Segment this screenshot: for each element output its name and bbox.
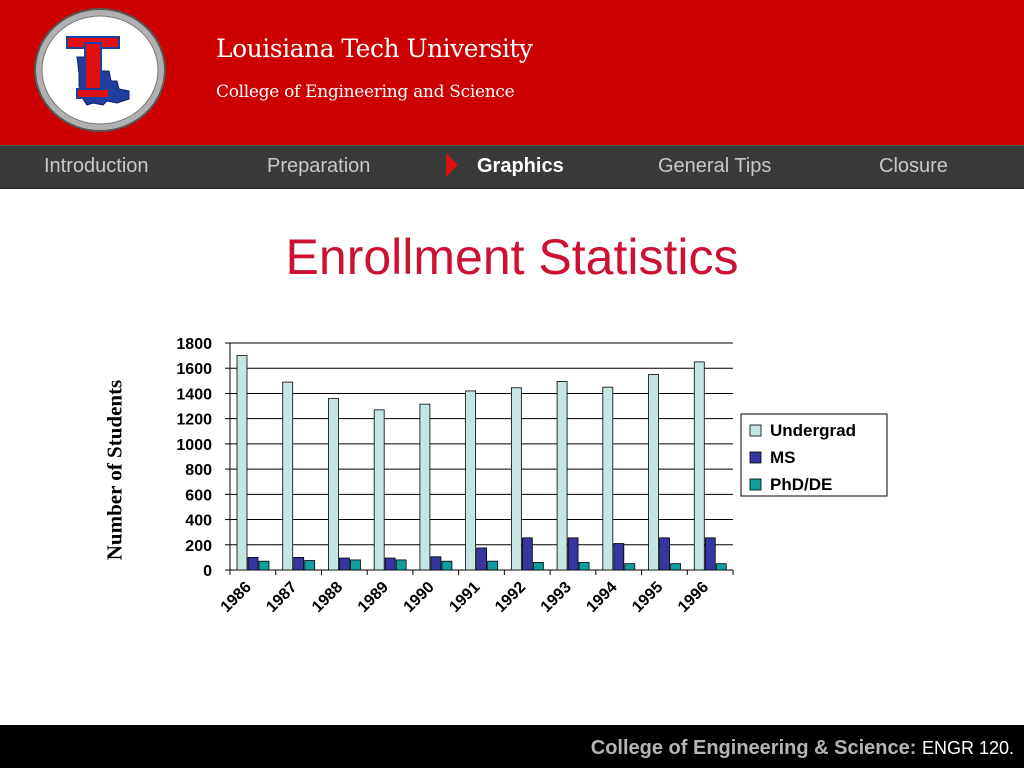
legend-label-undergrad: Undergrad [770, 421, 856, 440]
bar-phdde-1986 [258, 560, 270, 571]
bar-phdde-1993 [578, 562, 590, 571]
bar-phdde-1988 [350, 559, 361, 571]
bar-ms-1992 [521, 537, 533, 571]
bar-undergrad-1990 [419, 403, 431, 571]
nav-graphics[interactable]: Graphics [477, 155, 564, 177]
bar-ms-1990 [430, 556, 442, 571]
header-banner: Louisiana Tech University College of Eng… [0, 0, 1024, 146]
y-tick-label: 1400 [176, 386, 212, 403]
bar-undergrad-1988 [328, 398, 339, 571]
x-tick-label: 1990 [401, 579, 438, 616]
y-tick-label: 1000 [176, 437, 212, 454]
bar-ms-1996 [704, 537, 716, 571]
y-tick-label: 1200 [176, 412, 212, 429]
bar-phdde-1995 [670, 563, 681, 571]
x-tick-label: 1986 [218, 579, 255, 616]
legend-label-ms: MS [770, 448, 796, 467]
legend-label-phdde: PhD/DE [770, 475, 832, 494]
footer-course: ENGR 120. [921, 738, 1014, 758]
nav-closure[interactable]: Closure [879, 155, 948, 177]
bar-ms-1986 [247, 556, 259, 571]
bar-undergrad-1996 [693, 361, 705, 571]
bar-ms-1989 [384, 557, 396, 571]
legend-swatch-ms [749, 451, 762, 464]
y-tick-label: 1600 [176, 361, 212, 378]
bar-undergrad-1991 [465, 390, 477, 571]
legend-box [740, 413, 888, 497]
y-tick-label: 600 [185, 487, 212, 504]
nav-preparation[interactable]: Preparation [267, 155, 371, 177]
footer-label: College of Engineering & Science: [590, 737, 917, 759]
nav-introduction[interactable]: Introduction [44, 155, 149, 177]
bar-ms-1993 [567, 537, 579, 571]
bar-phdde-1987 [304, 560, 316, 571]
y-tick-label: 400 [185, 513, 212, 530]
bar-phdde-1996 [715, 563, 727, 571]
x-tick-label: 1988 [309, 579, 346, 616]
bar-undergrad-1987 [282, 381, 294, 571]
y-tick-label: 800 [185, 462, 212, 479]
active-arrow-icon [446, 153, 458, 177]
bar-undergrad-1994 [602, 386, 614, 571]
bar-ms-1994 [613, 543, 625, 571]
louisiana-tech-logo [34, 8, 166, 132]
bar-ms-1988 [339, 557, 350, 571]
bar-undergrad-1992 [510, 387, 522, 571]
bar-undergrad-1986 [236, 355, 248, 571]
bar-phdde-1991 [487, 560, 499, 571]
bar-phdde-1989 [395, 559, 407, 571]
x-tick-label: 1995 [629, 579, 666, 616]
bar-phdde-1990 [441, 560, 453, 571]
bar-ms-1987 [293, 556, 305, 571]
footer-text: College of Engineering & Science: ENGR 1… [591, 737, 1014, 760]
x-tick-label: 1992 [492, 579, 529, 616]
y-tick-label: 0 [203, 563, 212, 580]
legend-swatch-undergrad [749, 424, 762, 437]
nav-general-tips[interactable]: General Tips [658, 155, 772, 177]
bar-undergrad-1995 [648, 374, 659, 571]
x-tick-label: 1996 [675, 579, 712, 616]
college-name: College of Engineering and Science [216, 82, 515, 102]
navigation-bar: Introduction Preparation Graphics Genera… [0, 145, 1024, 189]
x-tick-label: 1991 [446, 579, 483, 616]
bar-ms-1991 [476, 547, 488, 571]
x-tick-label: 1994 [583, 579, 620, 616]
y-tick-label: 200 [185, 538, 212, 555]
slide-title: Enrollment Statistics [285, 229, 739, 285]
footer-bar: College of Engineering & Science: ENGR 1… [0, 725, 1024, 768]
bar-phdde-1992 [532, 562, 544, 571]
x-tick-label: 1993 [538, 579, 575, 616]
bar-ms-1995 [659, 537, 670, 571]
bar-phdde-1994 [624, 563, 636, 571]
bar-undergrad-1989 [373, 409, 385, 571]
y-tick-label: 1800 [176, 336, 212, 353]
university-name: Louisiana Tech University [216, 34, 533, 63]
x-tick-label: 1987 [263, 579, 300, 616]
x-tick-label: 1989 [355, 579, 392, 616]
bar-undergrad-1993 [556, 381, 568, 571]
legend-swatch-phdde [749, 478, 762, 491]
